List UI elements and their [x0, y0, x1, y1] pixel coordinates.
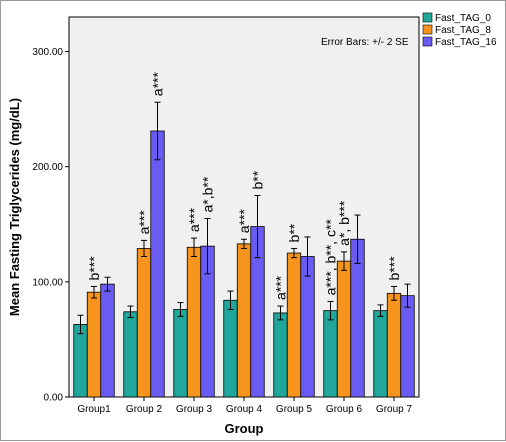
bar-1-6 [386, 292, 402, 398]
y-tick-label: 300.00 [32, 47, 63, 58]
bar-0-5 [323, 310, 338, 398]
error-bar-1-6 [391, 285, 397, 301]
x-tick-label: Group 3 [176, 404, 213, 415]
error-bar-2-5 [354, 214, 361, 264]
y-tick-label: 200.00 [32, 162, 63, 173]
bar-0-1 [123, 311, 138, 398]
error-bar-2-0 [104, 276, 111, 292]
significance-label-6: b** [250, 170, 266, 189]
x-tick-label: Group 7 [376, 404, 413, 415]
bar-0-0 [73, 324, 88, 398]
legend-swatch [422, 12, 433, 23]
error-bar-1-2 [191, 237, 197, 258]
bar-1-0 [86, 291, 102, 398]
error-bar-1-3 [241, 238, 247, 249]
legend-swatch [422, 24, 433, 35]
bar-1-5 [336, 260, 352, 398]
error-bar-0-5 [327, 300, 334, 321]
significance-label-3: a*** [186, 207, 202, 232]
bar-0-4 [273, 312, 288, 398]
legend-item-2: Fast_TAG_16 [422, 36, 497, 48]
error-bar-1-0 [91, 285, 97, 299]
significance-label-7: a*** [273, 275, 289, 300]
legend-label: Fast_TAG_8 [435, 25, 491, 36]
bar-2-6 [400, 295, 415, 398]
legend-swatch [422, 36, 433, 47]
y-tick-label: 100.00 [32, 277, 63, 288]
significance-label-11: b*** [386, 256, 402, 281]
y-axis-title: Mean Fasting Triglycerides (mg/dL) [7, 98, 22, 316]
bar-0-6 [373, 310, 388, 398]
significance-label-9: a***, b**, c** [323, 219, 339, 296]
significance-label-5: a*** [236, 209, 252, 234]
axes-layer: 0.00 100.00 200.00 300.00 Group1 Group 2 Group… [32, 47, 412, 415]
error-bar-2-2 [204, 218, 211, 275]
error-bar-2-1 [154, 101, 161, 161]
error-bar-0-6 [377, 304, 384, 317]
error-bar-1-5 [341, 251, 347, 271]
x-tick-label: Group1 [77, 404, 111, 415]
x-axis-title: Group [225, 421, 264, 436]
x-tick-label: Group 5 [276, 404, 313, 415]
x-tick-label: Group 2 [126, 404, 163, 415]
x-tick-label: Group 6 [326, 404, 363, 415]
error-bar-1-4 [291, 247, 297, 259]
error-bar-2-4 [304, 236, 311, 277]
legend-label: Fast_TAG_16 [435, 37, 497, 48]
legend-item-1: Fast_TAG_8 [422, 24, 491, 36]
bar-0-2 [173, 309, 188, 398]
error-bar-0-3 [227, 290, 234, 310]
significance-label-2: a*** [150, 72, 166, 97]
error-bar-2-6 [404, 283, 411, 308]
error-bar-note: Error Bars: +/- 2 SE [321, 37, 409, 48]
significance-label-4: a*,b** [200, 176, 216, 212]
bar-2-0 [100, 283, 115, 398]
bars-layer [73, 130, 415, 398]
error-bars-layer [77, 101, 411, 335]
error-bar-1-1 [141, 239, 147, 258]
error-bar-0-4 [277, 305, 284, 321]
bar-0-3 [223, 299, 238, 398]
x-tick-label: Group 4 [226, 404, 263, 415]
significance-label-8: b** [286, 223, 302, 242]
error-bar-0-1 [127, 305, 134, 319]
significance-label-10: a*, b*** [336, 200, 352, 246]
significance-label-1: a*** [136, 210, 152, 235]
y-tick-label: 0.00 [44, 393, 64, 404]
bar-2-4 [300, 256, 315, 398]
annotations-layer: b***a***a***a***a*,b**a***b**a***b** a***… [86, 72, 402, 301]
bar-2-1 [150, 130, 165, 398]
legend-item-0: Fast_TAG_0 [422, 12, 491, 24]
bar-1-3 [236, 243, 252, 398]
error-bar-0-0 [77, 314, 84, 335]
bar-1-1 [136, 248, 152, 398]
legend-label: Fast_TAG_0 [435, 13, 491, 24]
error-bar-2-3 [254, 194, 261, 259]
significance-label-0: b*** [86, 256, 102, 281]
bar-1-2 [186, 246, 202, 398]
bar-1-4 [286, 252, 302, 398]
error-bar-0-2 [177, 302, 184, 317]
